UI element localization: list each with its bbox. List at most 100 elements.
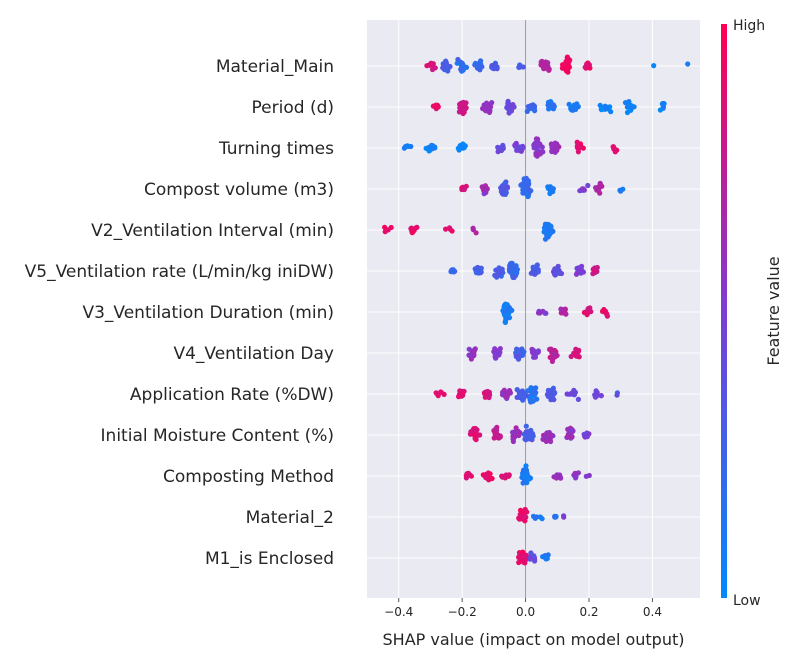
colorbar-low-label: Low: [733, 593, 761, 609]
shap-point: [604, 313, 611, 319]
shap-point: [594, 393, 600, 399]
shap-point: [459, 392, 466, 398]
shap-point: [528, 550, 534, 556]
shap-point: [545, 226, 551, 233]
shap-point: [483, 473, 489, 479]
shap-point: [660, 100, 666, 107]
shap-point: [536, 151, 542, 157]
shap-point: [575, 396, 582, 402]
shap-point: [502, 319, 508, 325]
shap-point: [601, 307, 607, 313]
shap-point: [521, 513, 527, 520]
shap-point: [428, 61, 434, 67]
shap-point: [517, 554, 523, 560]
shap-point: [585, 306, 591, 312]
shap-point: [459, 107, 465, 113]
shap-point: [526, 186, 532, 192]
plot-background: [367, 20, 700, 598]
shap-point: [525, 193, 531, 200]
shap-point: [443, 58, 449, 64]
shap-point: [446, 225, 453, 231]
shap-point: [516, 64, 523, 70]
shap-point: [410, 229, 416, 235]
shap-point: [566, 59, 572, 65]
shap-point: [558, 306, 564, 312]
shap-point: [585, 182, 591, 189]
shap-point: [550, 228, 556, 234]
shap-point: [598, 393, 604, 399]
shap-point: [572, 470, 578, 476]
shap-point: [532, 354, 539, 360]
shap-point: [523, 175, 529, 181]
colorbar: [721, 24, 727, 598]
shap-point: [631, 104, 637, 110]
shap-point: [520, 549, 526, 555]
shap-point: [502, 185, 508, 191]
shap-point: [509, 307, 515, 313]
shap-point: [564, 391, 570, 397]
shap-point: [434, 391, 440, 397]
shap-point: [553, 513, 559, 520]
shap-point: [624, 109, 631, 116]
shap-point: [513, 429, 519, 435]
shap-point: [519, 393, 525, 399]
shap-point: [549, 390, 555, 396]
shap-point: [545, 60, 551, 66]
feature-label: Material_2: [246, 508, 334, 528]
shap-point: [506, 472, 512, 478]
shap-point: [544, 431, 550, 437]
shap-point: [535, 141, 541, 147]
feature-label: Composting Method: [163, 467, 334, 487]
shap-point: [523, 463, 529, 469]
shap-point: [577, 144, 583, 150]
x-tick-label: −0.2: [448, 605, 477, 619]
shap-point: [449, 267, 455, 273]
shap-point: [511, 267, 517, 273]
shap-point: [408, 225, 415, 231]
shap-point: [532, 108, 538, 114]
shap-point: [568, 427, 574, 433]
shap-point: [531, 103, 537, 109]
shap-point: [531, 387, 538, 394]
shap-point: [500, 145, 506, 151]
feature-label: V3_Ventilation Duration (min): [82, 303, 334, 323]
shap-point: [579, 186, 586, 192]
shap-point: [521, 349, 527, 355]
shap-point: [520, 64, 526, 70]
shap-point: [544, 221, 550, 228]
shap-point: [463, 473, 469, 479]
shap-point: [543, 438, 549, 444]
shap-point: [489, 63, 495, 69]
shap-point: [614, 392, 620, 398]
feature-label: M1_is Enclosed: [205, 549, 334, 569]
shap-point: [508, 260, 514, 266]
shap-point: [534, 514, 540, 520]
shap-point: [584, 310, 590, 316]
shap-point: [521, 473, 527, 480]
shap-point: [513, 263, 519, 269]
shap-point: [404, 143, 410, 149]
shap-point: [568, 353, 574, 360]
shap-point: [506, 110, 512, 116]
shap-point: [575, 353, 582, 359]
shap-point: [603, 104, 610, 110]
shap-point: [568, 107, 575, 113]
shap-point: [482, 394, 488, 400]
shap-point: [519, 388, 526, 394]
shap-point: [549, 432, 555, 438]
shap-point: [484, 390, 490, 396]
shap-point: [548, 141, 555, 147]
shap-point: [528, 398, 534, 404]
shap-point: [505, 101, 511, 107]
shap-point: [502, 394, 509, 400]
shap-point: [618, 188, 624, 194]
shap-point: [477, 432, 483, 438]
shap-point: [569, 390, 575, 396]
shap-point: [529, 435, 535, 441]
shap-point: [611, 146, 617, 152]
shap-point: [552, 149, 558, 155]
shap-point: [444, 63, 450, 69]
shap-point: [544, 555, 550, 561]
colorbar-high-label: High: [733, 18, 765, 34]
